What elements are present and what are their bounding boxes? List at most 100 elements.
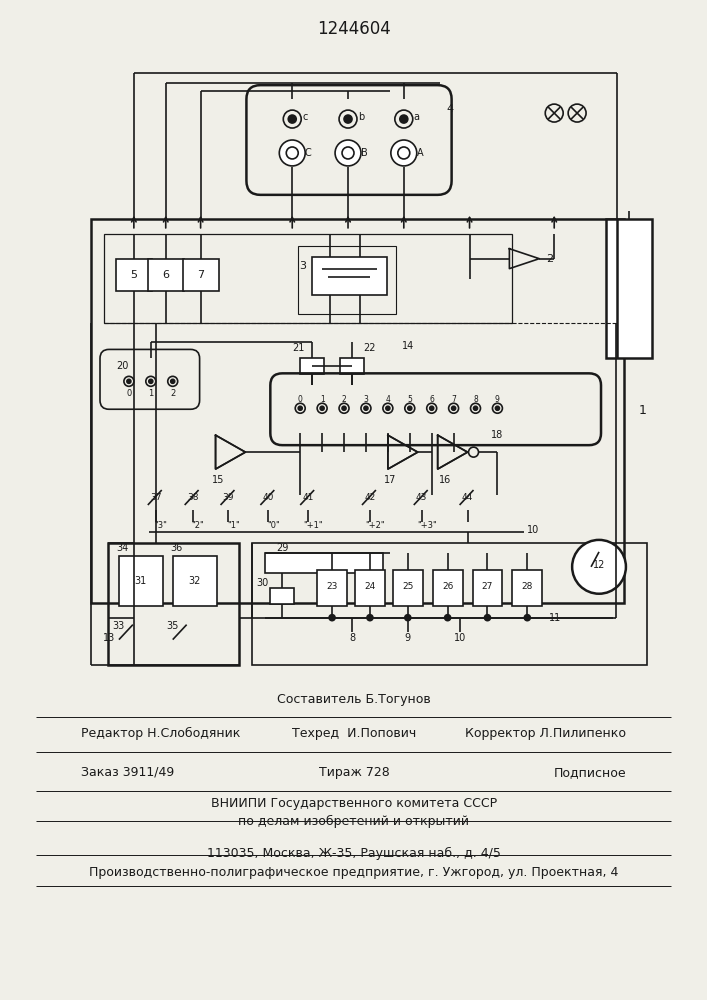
Bar xyxy=(312,257,387,295)
Circle shape xyxy=(400,115,408,123)
Circle shape xyxy=(364,406,368,410)
Text: 41: 41 xyxy=(303,493,314,502)
Text: Заказ 3911/49: Заказ 3911/49 xyxy=(81,766,175,779)
Text: c: c xyxy=(303,112,308,122)
Circle shape xyxy=(298,406,302,410)
Text: 18: 18 xyxy=(491,430,503,440)
Text: Производственно-полиграфическое предприятие, г. Ужгород, ул. Проектная, 4: Производственно-полиграфическое предприя… xyxy=(89,866,619,879)
Text: 2: 2 xyxy=(341,395,346,404)
Bar xyxy=(300,358,324,374)
Circle shape xyxy=(452,406,455,410)
Circle shape xyxy=(445,615,450,621)
Text: 1: 1 xyxy=(148,389,153,398)
Bar xyxy=(472,570,503,606)
Bar xyxy=(433,570,462,606)
Text: "+3": "+3" xyxy=(417,521,437,530)
Text: 1: 1 xyxy=(639,404,647,417)
Text: 30: 30 xyxy=(256,578,269,588)
Bar xyxy=(265,553,383,573)
Bar xyxy=(182,259,218,291)
Text: 5: 5 xyxy=(130,270,137,280)
Text: Подписное: Подписное xyxy=(554,766,627,779)
Text: 22: 22 xyxy=(363,343,376,353)
Text: 20: 20 xyxy=(116,361,128,371)
Circle shape xyxy=(367,615,373,621)
Circle shape xyxy=(344,115,352,123)
Circle shape xyxy=(329,615,335,621)
Circle shape xyxy=(127,379,131,383)
Text: 6: 6 xyxy=(162,270,169,280)
Text: 33: 33 xyxy=(113,621,125,631)
Text: 10: 10 xyxy=(527,525,539,535)
Circle shape xyxy=(148,379,153,383)
Text: 36: 36 xyxy=(170,543,183,553)
Text: 43: 43 xyxy=(416,493,428,502)
Bar xyxy=(108,543,240,665)
Text: 2: 2 xyxy=(170,389,175,398)
Bar xyxy=(173,556,216,606)
Text: 1244604: 1244604 xyxy=(317,20,391,38)
Circle shape xyxy=(405,615,411,621)
Circle shape xyxy=(288,115,296,123)
Circle shape xyxy=(342,406,346,410)
Text: 8: 8 xyxy=(349,633,355,643)
Text: 44: 44 xyxy=(462,493,473,502)
Text: B: B xyxy=(361,148,368,158)
Bar xyxy=(317,570,347,606)
Text: 13: 13 xyxy=(103,633,115,643)
Text: 113035, Москва, Ж-35, Раушская наб., д. 4/5: 113035, Москва, Ж-35, Раушская наб., д. … xyxy=(207,846,501,860)
Text: "0": "0" xyxy=(267,521,280,530)
Text: "+2": "+2" xyxy=(365,521,385,530)
Text: Редактор Н.Слободяник: Редактор Н.Слободяник xyxy=(81,727,240,740)
Text: 15: 15 xyxy=(212,475,225,485)
Bar xyxy=(91,219,624,603)
Text: 39: 39 xyxy=(223,493,234,502)
Text: 24: 24 xyxy=(364,582,375,591)
Circle shape xyxy=(484,615,491,621)
Text: 1: 1 xyxy=(320,395,325,404)
Text: 31: 31 xyxy=(135,576,147,586)
Text: 6: 6 xyxy=(429,395,434,404)
Text: 26: 26 xyxy=(442,582,453,591)
Text: 40: 40 xyxy=(262,493,274,502)
Bar xyxy=(252,543,647,665)
Text: 9: 9 xyxy=(404,633,411,643)
Text: b: b xyxy=(358,112,364,122)
Circle shape xyxy=(320,406,324,410)
Text: 4: 4 xyxy=(446,104,453,114)
Text: A: A xyxy=(416,148,423,158)
Text: Тираж 728: Тираж 728 xyxy=(319,766,390,779)
Text: 23: 23 xyxy=(327,582,338,591)
Text: 7: 7 xyxy=(197,270,204,280)
Text: по делам изобретений и открытий: по делам изобретений и открытий xyxy=(238,815,469,828)
Bar xyxy=(148,259,184,291)
Circle shape xyxy=(279,140,305,166)
Text: 37: 37 xyxy=(150,493,161,502)
Text: 14: 14 xyxy=(402,341,414,351)
Text: 3: 3 xyxy=(298,261,305,271)
Text: 11: 11 xyxy=(549,613,561,623)
Circle shape xyxy=(525,615,530,621)
Text: "3": "3" xyxy=(154,521,167,530)
Text: "2": "2" xyxy=(191,521,204,530)
Text: 35: 35 xyxy=(167,621,179,631)
Text: 32: 32 xyxy=(189,576,201,586)
Text: 38: 38 xyxy=(187,493,199,502)
Text: 28: 28 xyxy=(522,582,533,591)
Text: Корректор Л.Пилипенко: Корректор Л.Пилипенко xyxy=(465,727,626,740)
Circle shape xyxy=(572,540,626,594)
Text: Составитель Б.Тогунов: Составитель Б.Тогунов xyxy=(277,693,431,706)
Text: 7: 7 xyxy=(451,395,456,404)
Text: 29: 29 xyxy=(276,543,288,553)
Text: 12: 12 xyxy=(593,560,605,570)
Text: "+1": "+1" xyxy=(303,521,323,530)
Bar xyxy=(393,570,423,606)
Bar xyxy=(270,588,294,604)
Text: 4: 4 xyxy=(385,395,390,404)
Text: 2: 2 xyxy=(546,254,553,264)
Bar xyxy=(104,234,513,323)
Text: 25: 25 xyxy=(402,582,414,591)
Bar xyxy=(298,246,396,314)
Text: 16: 16 xyxy=(438,475,451,485)
Circle shape xyxy=(496,406,499,410)
